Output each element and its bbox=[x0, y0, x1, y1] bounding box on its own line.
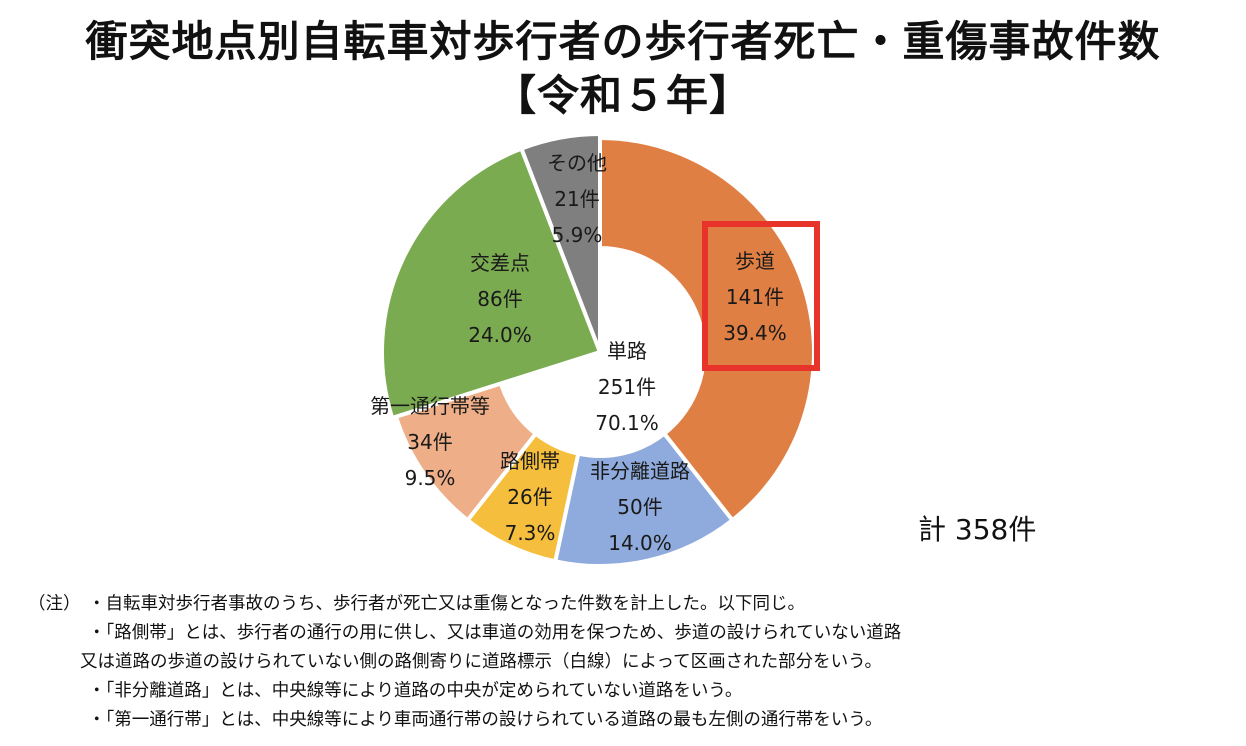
chart-title-line1: 衝突地点別自転車対歩行者の歩行者死亡・重傷事故件数 bbox=[85, 17, 1161, 66]
highlight-box bbox=[702, 221, 820, 371]
slice-label-percent: 5.9% bbox=[552, 223, 603, 247]
note-row-2: ・「路側帯」とは、歩行者の通行の用に供し、又は車道の効用を保つため、歩道の設けら… bbox=[28, 619, 1238, 648]
center-label-count: 251件 bbox=[598, 375, 656, 399]
note-prefix: （注） bbox=[28, 594, 81, 614]
note-row-5: ・「第一通行帯」とは、中央線等により車両通行帯の設けられている道路の最も左側の通… bbox=[28, 706, 1238, 735]
chart-title-line2: 【令和５年】 bbox=[493, 71, 752, 120]
note-row-3: 又は道路の歩道の設けられていない側の路側寄りに道路標示（白線）によって区画された… bbox=[28, 648, 1238, 677]
slice-label-percent: 39.4% bbox=[723, 321, 787, 345]
donut-chart: 歩道 141件 39.4% 非分離道路 50件 14.0% 路側帯 26件 7.3% 第一通行帯等… bbox=[370, 131, 820, 568]
slice-label-count: 34件 bbox=[407, 430, 452, 454]
slice-label-count: 21件 bbox=[554, 187, 599, 211]
slice-label-count: 26件 bbox=[507, 485, 552, 509]
slice-2 bbox=[552, 430, 736, 568]
note-row-1: （注） ・自転車対歩行者事故のうち、歩行者が死亡又は重傷となった件数を計上した。以… bbox=[28, 590, 1238, 619]
slice-label-name: 歩道 bbox=[735, 249, 775, 273]
slice-label-name: 第一通行帯等 bbox=[370, 394, 490, 418]
slice-label-percent: 14.0% bbox=[608, 531, 672, 555]
slice-label-count: 141件 bbox=[726, 285, 784, 309]
note-item: ・「非分離道路」とは、中央線等により道路の中央が定められていない道路をいう。 bbox=[88, 681, 743, 701]
note-item: ・自転車対歩行者事故のうち、歩行者が死亡又は重傷となった件数を計上した。以下同じ… bbox=[88, 594, 805, 614]
highlight-layer bbox=[702, 221, 820, 371]
note-row-4: ・「非分離道路」とは、中央線等により道路の中央が定められていない道路をいう。 bbox=[28, 677, 1238, 706]
donut-labels: 歩道 141件 39.4% 非分離道路 50件 14.0% 路側帯 26件 7.3% 第一通行帯等… bbox=[370, 151, 787, 555]
note-item: ・「第一通行帯」とは、中央線等により車両通行帯の設けられている道路の最も左側の通… bbox=[88, 710, 883, 730]
slice-label-percent: 7.3% bbox=[505, 521, 556, 545]
center-label-percent: 70.1% bbox=[595, 411, 659, 435]
slice-label-name: その他 bbox=[547, 151, 607, 175]
slice-label-count: 50件 bbox=[617, 495, 662, 519]
center-label-name: 単路 bbox=[607, 339, 647, 363]
note-item: ・「路側帯」とは、歩行者の通行の用に供し、又は車道の効用を保つため、歩道の設けら… bbox=[88, 623, 902, 643]
notes: （注） ・自転車対歩行者事故のうち、歩行者が死亡又は重傷となった件数を計上した。以… bbox=[28, 590, 1238, 735]
note-item: 又は道路の歩道の設けられていない側の路側寄りに道路標示（白線）によって区画された… bbox=[80, 652, 883, 672]
slice-label-percent: 9.5% bbox=[405, 466, 456, 490]
slice-label-name: 交差点 bbox=[470, 251, 530, 275]
total-count: 計 358件 bbox=[918, 513, 1037, 546]
slice-6 bbox=[518, 131, 602, 353]
slice-label-name: 路側帯 bbox=[500, 449, 560, 473]
slice-label-count: 86件 bbox=[477, 287, 522, 311]
slice-label-percent: 24.0% bbox=[468, 323, 532, 347]
slice-label-name: 非分離道路 bbox=[590, 459, 690, 483]
